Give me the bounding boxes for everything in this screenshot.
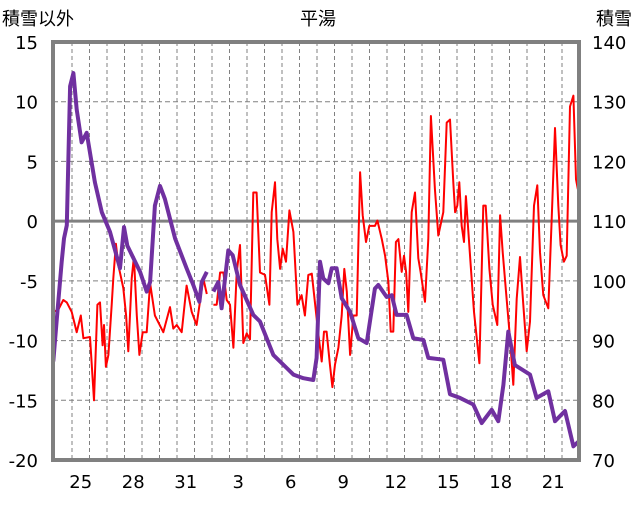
x-tick-label: 6 [285, 472, 296, 493]
left-tick-label: -5 [20, 272, 38, 293]
right-tick-label: 140 [592, 33, 626, 54]
x-tick-label: 21 [542, 472, 565, 493]
right-tick-label: 100 [592, 272, 626, 293]
other-series-line [52, 242, 208, 402]
chart-title: 平湯 [300, 9, 336, 30]
left-tick-label: -15 [9, 391, 38, 412]
x-tick-label: 3 [233, 472, 244, 493]
x-tick-label: 12 [384, 472, 407, 493]
snow-series-line [51, 71, 209, 362]
left-tick-label: 10 [15, 93, 38, 114]
x-tick-label: 15 [437, 472, 460, 493]
right-tick-label: 90 [592, 332, 615, 353]
series-layer [51, 71, 581, 449]
x-tick-label: 28 [122, 472, 145, 493]
left-tick-label: -10 [9, 332, 38, 353]
grid [53, 42, 579, 460]
left-axis-ticks: 15 10 5 0 -5 -10 -15 -20 [9, 33, 38, 472]
x-tick-label: 9 [338, 472, 349, 493]
x-axis-ticks: 25 28 31 3 6 9 12 15 18 21 [69, 472, 564, 493]
left-tick-label: -20 [9, 451, 38, 472]
right-tick-label: 80 [592, 391, 615, 412]
x-tick-label: 25 [69, 472, 92, 493]
left-axis-title: 積雪以外 [2, 9, 74, 30]
snow-series-line [211, 248, 581, 449]
plot-frame [51, 40, 581, 462]
right-axis-title: 積雪 [596, 9, 632, 30]
other-series-line [213, 94, 581, 389]
right-tick-label: 70 [592, 451, 615, 472]
right-tick-label: 130 [592, 93, 626, 114]
left-tick-label: 0 [27, 212, 38, 233]
left-tick-label: 5 [27, 152, 38, 173]
right-tick-label: 110 [592, 212, 626, 233]
right-axis-ticks: 140 130 120 110 100 90 80 70 [592, 33, 626, 472]
left-tick-label: 15 [15, 33, 38, 54]
x-tick-label: 31 [174, 472, 197, 493]
x-tick-label: 18 [489, 472, 512, 493]
right-tick-label: 120 [592, 152, 626, 173]
